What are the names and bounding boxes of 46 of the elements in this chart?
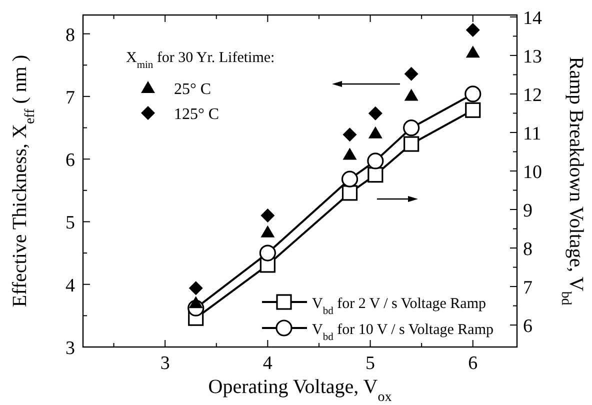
y2-tick-label: 11 (523, 123, 542, 144)
y-tick-label: 7 (66, 87, 75, 108)
x-tick-label: 6 (468, 353, 478, 374)
point (368, 167, 384, 183)
y2-tick-label: 12 (523, 84, 542, 106)
x-tick-label: 5 (366, 353, 376, 374)
point (188, 296, 203, 308)
y-tick-label: 8 (66, 24, 75, 46)
point (342, 185, 358, 201)
x-tick-label: 3 (160, 353, 170, 374)
point (341, 170, 358, 188)
y2-tick-label: 10 (523, 162, 542, 183)
x-tick-label: 4 (262, 353, 273, 374)
y2-tick-label: 7 (523, 278, 532, 299)
y2-tick-label: 14 (523, 8, 542, 29)
y-tick-label: 6 (66, 150, 75, 172)
point (367, 152, 384, 170)
y-tick-label: 4 (66, 275, 76, 296)
legend-title: X$_{min}$ for 30 Yr. Lifetime: (126, 50, 275, 70)
point (342, 128, 357, 142)
y-tick-label: 3 (66, 338, 75, 359)
y2-tick-label: 8 (523, 239, 532, 260)
point (368, 106, 382, 120)
point (260, 225, 275, 238)
point (404, 88, 418, 101)
point (260, 208, 275, 222)
legend-label: V$_{bd}$ for 2 V / s Voltage Ramp (312, 296, 486, 316)
y2-tick-label: 9 (523, 200, 532, 222)
y-tick-label: 5 (66, 212, 75, 234)
y2-tick-label: 6 (523, 316, 532, 338)
point (466, 46, 480, 58)
legend-label: 125° C (174, 106, 220, 123)
x-axis-title: Operating Voltage, V$_{ox}$ (208, 376, 392, 404)
point (403, 120, 420, 136)
legend-label: V$_{bd}$ for 10 V / s Voltage Ramp (312, 322, 494, 342)
point (342, 148, 357, 160)
point (464, 86, 482, 102)
point (368, 126, 382, 138)
point (466, 23, 480, 38)
point (188, 281, 203, 296)
point (465, 102, 481, 118)
point (404, 136, 420, 152)
point (404, 66, 418, 81)
y2-tick-label: 13 (523, 46, 542, 68)
point (259, 244, 276, 262)
legend-label: 25° C (174, 81, 212, 98)
